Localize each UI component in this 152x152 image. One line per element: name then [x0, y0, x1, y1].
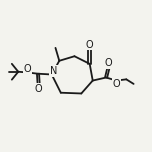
Text: N: N	[50, 66, 57, 76]
Text: O: O	[105, 58, 112, 68]
Text: O: O	[86, 40, 93, 50]
Text: O: O	[24, 64, 31, 74]
Text: O: O	[113, 79, 120, 89]
Text: O: O	[35, 84, 43, 94]
